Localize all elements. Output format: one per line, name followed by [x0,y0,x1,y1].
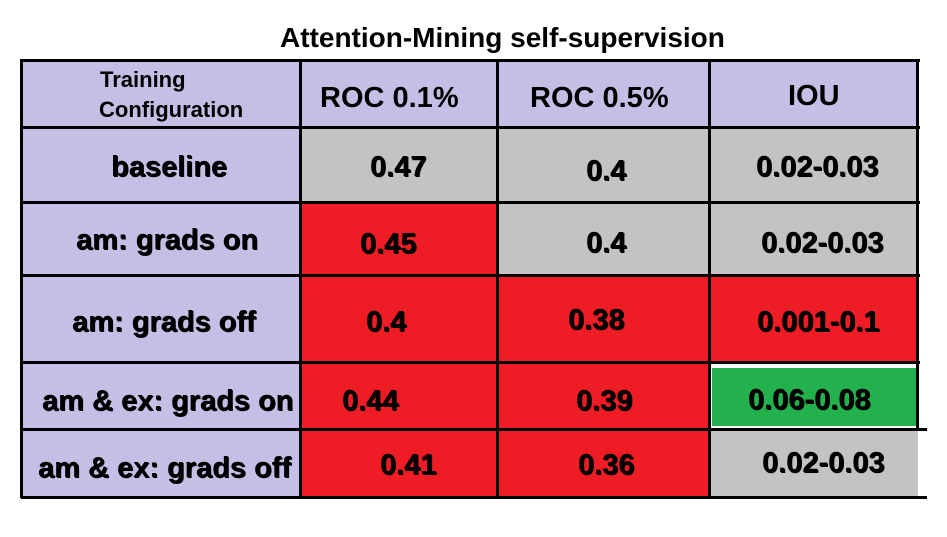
grid-line [21,496,927,499]
grid-line [299,59,302,498]
value-cell-red [498,363,710,429]
header-iou: IOU [788,80,840,112]
table-title: Attention-Mining self-supervision [280,22,725,53]
row-label-cell [22,128,301,203]
value-cell-gray [710,203,918,276]
row-label: am: grads on [76,224,259,256]
row-label: am: grads off [72,306,256,338]
value-cell-gray [710,128,918,203]
grid-line [916,59,919,430]
header-config-line1: Training [100,67,186,92]
cell-value: 0.47 [370,151,427,183]
cell-value: 0.4 [586,227,627,259]
value-cell-gray [498,128,710,203]
header-roc05-cell [498,61,710,128]
value-cell-red [301,276,498,363]
value-cell-red [301,429,498,497]
header-roc01: ROC 0.1% [320,82,459,114]
cell-value: 0.4 [586,155,627,187]
cell-value: 0.02-0.03 [762,447,885,479]
cell-value: 0.02-0.03 [761,227,884,259]
grid-line [708,59,711,498]
grid-line [21,59,920,62]
grid-line [21,126,920,129]
grid-line [21,201,920,204]
header-iou-cell [710,61,918,128]
value-cell-red [710,276,918,363]
grid-line [496,59,499,498]
header-config-line2: Configuration [99,97,244,122]
row-label-cell [22,203,301,276]
header-roc01-cell [301,61,498,128]
cell-value: 0.06-0.08 [748,384,871,416]
row-label-cell [22,363,301,429]
row-label: baseline [111,151,228,183]
grid-line [21,428,927,431]
value-cell-red [301,203,498,276]
value-cell-gray [710,429,918,497]
value-cell-red [498,429,710,497]
row-label: am & ex: grads on [42,385,294,417]
grid-line [21,361,920,364]
cell-value: 0.001-0.1 [757,306,880,338]
value-cell-gray [301,128,498,203]
value-cell-red [498,276,710,363]
row-label: am & ex: grads off [38,452,291,484]
cell-value: 0.4 [366,306,407,338]
row-label-cell [22,276,301,363]
cell-value: 0.44 [342,385,399,417]
value-cell-green [712,368,916,426]
header-config-cell [22,61,301,128]
cell-value: 0.38 [568,304,625,336]
cell-value: 0.36 [578,449,635,481]
grid-line [20,59,23,498]
header-roc05: ROC 0.5% [530,82,669,114]
cell-value: 0.39 [576,385,633,417]
row-label-cell [22,429,301,497]
cell-value: 0.45 [360,228,417,260]
cell-value: 0.41 [380,449,437,481]
cell-value: 0.02-0.03 [756,151,879,183]
value-cell-gray [498,203,710,276]
grid-line [21,274,920,277]
value-cell-red [301,363,498,429]
